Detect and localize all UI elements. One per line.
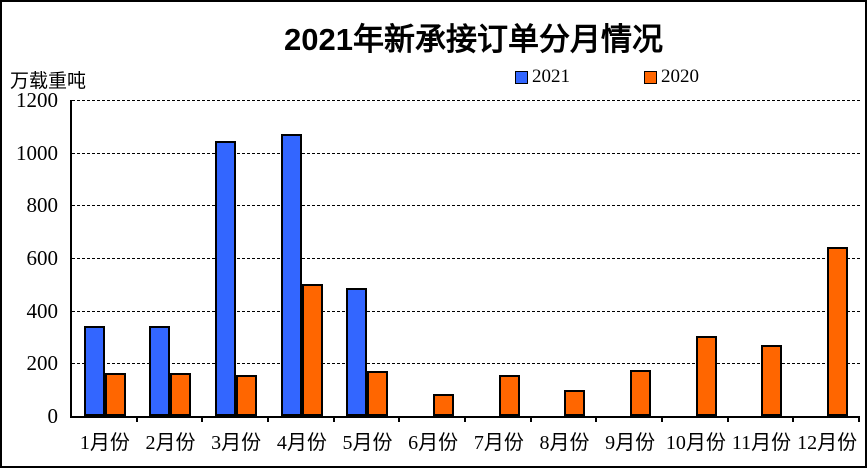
x-axis-label-12月份: 12月份: [797, 432, 858, 454]
x-axis-tick: [529, 416, 532, 422]
bar-2020-8月份: [564, 390, 586, 416]
category-cell-6月份: 6月份: [400, 100, 466, 454]
category-cell-5月份: 5月份: [335, 100, 401, 454]
x-axis-label-8月份: 8月份: [539, 432, 590, 454]
legend: 2021 2020: [515, 66, 699, 88]
category-cell-1月份: 1月份: [72, 100, 138, 454]
gridline-1200: [72, 100, 860, 101]
x-axis-label-10月份: 10月份: [665, 432, 726, 454]
x-axis-tick: [595, 416, 598, 422]
bar-2020-4月份: [301, 284, 323, 416]
bar-2020-3月份: [236, 375, 258, 416]
bar-2020-10月份: [695, 336, 717, 416]
x-axis-label-4月份: 4月份: [276, 432, 327, 454]
x-axis-label-5月份: 5月份: [342, 432, 393, 454]
bar-2021-3月份: [215, 141, 237, 416]
category-cell-2月份: 2月份: [138, 100, 204, 454]
y-tick-label-1200: 1200: [16, 88, 58, 112]
x-axis-tick: [726, 416, 729, 422]
category-cell-9月份: 9月份: [597, 100, 663, 454]
category-cell-3月份: 3月份: [203, 100, 269, 454]
y-tick-label-200: 200: [26, 351, 59, 376]
y-tick-label-1000: 1000: [16, 140, 58, 165]
legend-item-2021: 2021: [515, 66, 570, 88]
x-axis-tick: [464, 416, 466, 422]
bar-2021-1月份: [83, 326, 105, 416]
gridline-400: [72, 310, 860, 312]
legend-label-2020: 2020: [661, 66, 699, 87]
x-axis-tick: [332, 416, 335, 422]
x-axis-tick: [792, 416, 795, 422]
y-tick-label-600: 600: [26, 246, 59, 270]
bar-2021-5月份: [346, 288, 368, 416]
bar-2020-6月份: [433, 394, 455, 416]
x-axis-label-1月份: 1月份: [79, 432, 130, 454]
x-axis-tick: [858, 416, 860, 422]
x-axis-label-7月份: 7月份: [473, 432, 524, 454]
bar-2021-4月份: [280, 134, 302, 416]
category-cell-4月份: 4月份: [269, 100, 335, 454]
legend-swatch-2021-icon: [515, 70, 528, 84]
bar-2020-11月份: [761, 345, 783, 416]
category-cell-12月份: 12月份: [794, 100, 860, 454]
x-axis-label-2月份: 2月份: [145, 432, 196, 454]
x-axis-tick: [135, 416, 138, 422]
y-tick-label-0: 0: [47, 404, 59, 428]
bar-2020-7月份: [498, 375, 520, 416]
bar-2020-5月份: [367, 371, 389, 416]
category-cell-11月份: 11月份: [729, 100, 795, 454]
plot-area: 1月份 2月份 3月份 4月份 5月份 6月份 7月份 8月份 9月份 10月份 11月份 12月份: [70, 100, 860, 454]
gridline-600: [72, 258, 860, 259]
y-tick-label-800: 800: [26, 193, 59, 218]
gridline-1000: [72, 152, 860, 154]
x-axis-tick: [267, 416, 269, 422]
bar-2020-9月份: [630, 370, 652, 416]
category-cell-7月份: 7月份: [466, 100, 532, 454]
x-axis-tick: [661, 416, 663, 422]
legend-swatch-2020-icon: [644, 70, 657, 84]
y-axis-unit-label: 万载重吨: [10, 71, 87, 92]
legend-label-2021: 2021: [532, 66, 570, 87]
category-cell-8月份: 8月份: [532, 100, 598, 454]
x-axis-label-9月份: 9月份: [605, 432, 656, 454]
y-tick-label-400: 400: [26, 298, 59, 323]
chart-title: 2021年新承接订单分月情况: [284, 22, 663, 57]
x-axis-tick: [201, 416, 204, 422]
bar-2021-2月份: [149, 326, 171, 416]
x-axis-label-11月份: 11月份: [731, 432, 792, 454]
gridline-200: [72, 363, 860, 365]
category-cell-10月份: 10月份: [663, 100, 729, 454]
x-axis-label-3月份: 3月份: [211, 432, 262, 454]
x-axis-label-6月份: 6月份: [408, 432, 459, 454]
x-axis-tick: [398, 416, 401, 422]
legend-item-2020: 2020: [644, 66, 699, 88]
bar-2020-1月份: [104, 373, 126, 416]
bar-2020-2月份: [170, 373, 192, 416]
bar-2020-12月份: [827, 247, 849, 416]
gridline-800: [72, 205, 860, 207]
